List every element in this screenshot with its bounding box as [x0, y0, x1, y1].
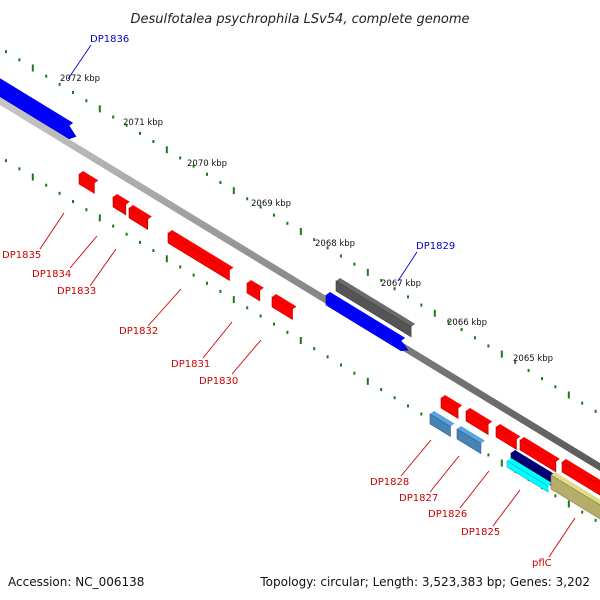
gene-label-dp1832: DP1832: [119, 326, 158, 337]
leader-line-dp1833: [89, 248, 117, 287]
gene-pflc: [550, 472, 600, 520]
gene-label-pflc: pflC: [532, 558, 552, 569]
gene-dp1826: [495, 424, 521, 451]
gene-cyan: [506, 458, 552, 493]
gene-dp1835-bevel: [79, 171, 99, 184]
gene-dp1833-body: [128, 207, 149, 230]
gene-dp1827-bevel: [457, 426, 485, 444]
kbp-label: 2068 kbp: [315, 239, 355, 249]
gene-label-dp1836: DP1836: [90, 34, 129, 45]
kbp-label: 2067 kbp: [381, 279, 421, 289]
gene-dp1825-b-body: [561, 461, 600, 496]
leader-line-dp1828: [400, 439, 432, 477]
gene-rna-grey: [335, 278, 416, 338]
gene-dp1834-bevel: [113, 194, 130, 205]
gene-dp1825: [519, 437, 560, 473]
leader-line-dp1830: [231, 339, 262, 375]
gene-label-dp1835: DP1835: [2, 250, 41, 261]
gene-dp1836-body: [0, 83, 77, 140]
kbp-label: 2066 kbp: [447, 318, 487, 328]
leader-line-dp1836: [67, 44, 92, 80]
gene-label-dp1833: DP1833: [57, 286, 96, 297]
gene-dp1832: [167, 230, 234, 282]
gene-label-dp1829: DP1829: [416, 241, 455, 252]
gene-dp1834-body: [112, 196, 127, 216]
gene-rna-grey-body: [335, 280, 412, 338]
gene-label-dp1831: DP1831: [171, 359, 210, 370]
gene-dp1835-body: [78, 173, 95, 194]
gene-dp1829-body: [325, 294, 409, 352]
kbp-labels: 2072 kbp 2071 kbp 2070 kbp 2069 kbp 2068…: [60, 74, 553, 364]
gene-features: [0, 78, 600, 520]
gene-dp1829: [325, 292, 409, 352]
gene-dp1827-body: [456, 428, 482, 455]
gene-dp1830-body: [271, 296, 293, 321]
gene-dp1830-bevel: [272, 294, 297, 310]
gene-dp1828-body: [429, 413, 451, 438]
gene-pflc-body: [550, 474, 600, 520]
gene-dp1826-bevel: [496, 424, 521, 440]
kbp-label: 2070 kbp: [187, 159, 227, 169]
kbp-label: 2069 kbp: [251, 199, 291, 209]
leader-line-pflc: [548, 517, 576, 558]
kbp-label: 2072 kbp: [60, 74, 100, 84]
leader-line-dp1832: [147, 288, 182, 327]
gene-dp1831: [246, 280, 264, 302]
leader-line-dp1834: [69, 235, 98, 269]
leader-line-dp1829: [397, 251, 418, 282]
gene-dp1827-a: [465, 408, 493, 436]
gene-labels: DP1836 DP1829 DP1835 DP1834 DP1833 DP183…: [2, 34, 552, 569]
gene-dp1825-b-bevel: [562, 459, 600, 486]
gene-dp1827: [456, 426, 485, 455]
gene-dp1832-body: [167, 232, 230, 282]
leader-line-dp1825: [492, 489, 521, 527]
gene-dp1828: [429, 411, 455, 438]
gene-dp1828-a-bevel: [441, 395, 463, 409]
kbp-label: 2065 kbp: [513, 354, 553, 364]
gene-dp1828-a: [440, 395, 463, 419]
gene-dp1825-body: [519, 439, 557, 473]
gene-dp1835: [78, 171, 99, 194]
gene-dp1829-bevel: [326, 292, 406, 341]
accession-text: Accession: NC_006138: [8, 575, 144, 589]
gene-dp1834: [112, 194, 130, 216]
gene-dp1831-bevel: [247, 280, 264, 291]
gene-cyan-body: [506, 460, 549, 493]
gene-label-dp1826: DP1826: [428, 509, 467, 520]
gene-label-dp1828: DP1828: [370, 477, 409, 488]
gene-dp1828-a-body: [440, 397, 459, 419]
gene-cyan-bevel: [507, 458, 552, 486]
leader-line-dp1831: [202, 321, 233, 359]
gene-label-dp1830: DP1830: [199, 376, 238, 387]
gene-dp1827-a-body: [465, 410, 489, 436]
gene-dp1825-b: [561, 459, 600, 496]
gene-label-dp1827: DP1827: [399, 493, 438, 504]
leader-line-dp1827: [429, 455, 460, 493]
gene-dp1831-body: [246, 282, 261, 302]
gene-dp1833-bevel: [129, 205, 152, 220]
kbp-label: 2071 kbp: [123, 118, 163, 128]
topology-text: Topology: circular; Length: 3,523,383 bp…: [259, 575, 590, 589]
gene-dp1828-bevel: [430, 411, 455, 427]
gene-dp1836: [0, 78, 77, 140]
leader-line-dp1835: [39, 212, 65, 250]
gene-rna-grey-bevel: [336, 278, 416, 327]
gene-label-dp1825: DP1825: [461, 527, 500, 538]
leader-line-dp1826: [459, 470, 490, 509]
gene-dp1826-body: [495, 426, 517, 451]
gene-dp1832-bevel: [168, 230, 234, 271]
gene-label-dp1834: DP1834: [32, 269, 71, 280]
gene-dp1825-bevel: [520, 437, 560, 462]
genome-backbone: [0, 97, 600, 471]
gene-dp1833: [128, 205, 152, 230]
label-leader-lines: [39, 44, 576, 558]
gene-dp1836-bevel: [0, 78, 74, 126]
gene-pflc-bevel: [551, 472, 600, 505]
gene-dp1827-a-bevel: [466, 408, 493, 425]
gene-dark-bevel: [511, 450, 556, 478]
map-title: Desulfotalea psychrophila LSv54, complet…: [130, 12, 469, 27]
gene-dp1830: [271, 294, 297, 321]
